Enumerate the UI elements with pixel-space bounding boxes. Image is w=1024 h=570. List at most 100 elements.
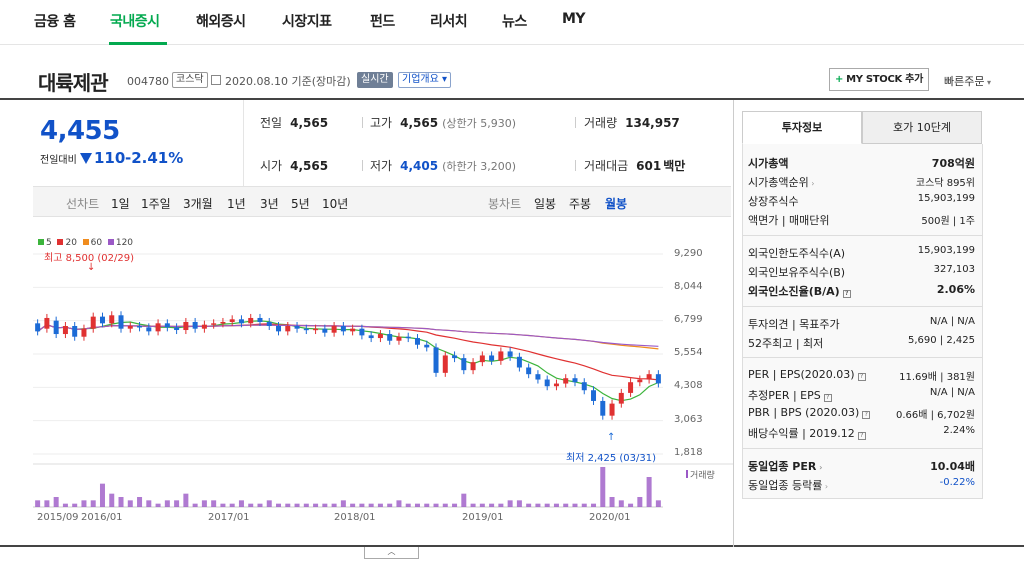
candle xyxy=(257,317,263,322)
stat-open-label: 시가 xyxy=(260,159,283,173)
line-chart-label: 선차트 xyxy=(66,197,100,211)
volume-bar xyxy=(201,500,207,507)
nav-market-indicators[interactable]: 시장지표 xyxy=(282,14,332,30)
volume-bar xyxy=(535,503,541,507)
period-3y[interactable]: 3년 xyxy=(260,197,279,211)
quick-order-button[interactable]: 빠른주문 ▾ xyxy=(944,73,991,89)
stock-code: 004780 xyxy=(127,75,169,88)
realtime-tag[interactable]: 실시간 xyxy=(357,72,393,88)
chevron-right-icon: › xyxy=(822,482,829,491)
stat-open-value: 4,565 xyxy=(290,159,329,173)
chart-expand-toggle[interactable]: ︿ xyxy=(364,547,419,559)
info-icon[interactable]: ? xyxy=(862,411,871,419)
period-5y[interactable]: 5년 xyxy=(291,197,310,211)
candle xyxy=(414,338,420,345)
volume-bar xyxy=(303,503,309,507)
period-1w[interactable]: 1주일 xyxy=(141,197,171,211)
candle xyxy=(266,321,272,327)
chart-legend: 5 20 60 120 xyxy=(38,238,133,248)
row-label: PBR | BPS (2020.03) xyxy=(748,406,860,419)
volume-bar xyxy=(433,503,439,507)
nav-my[interactable]: MY xyxy=(562,11,586,27)
change-amount: 110 xyxy=(94,149,126,167)
row-label: 배당수익률 | 2019.12 xyxy=(748,427,855,440)
candle xyxy=(109,315,115,324)
legend-ma60: 60 xyxy=(82,238,102,248)
period-3m[interactable]: 3개월 xyxy=(183,197,213,211)
row-label: 외국인보유주식수(B) xyxy=(748,266,846,279)
row-value: 5,690 | 2,425 xyxy=(908,335,975,346)
candle xyxy=(544,379,550,387)
period-10y[interactable]: 10년 xyxy=(322,197,349,211)
x-tick: 2015/09 xyxy=(37,512,79,523)
volume-bar xyxy=(44,500,50,507)
candle xyxy=(553,383,559,387)
stat-high: 고가 4,565 (상한가 5,930) xyxy=(370,114,516,131)
stat-high-value: 4,565 xyxy=(400,116,439,130)
chevron-right-icon: › xyxy=(808,179,815,188)
price-chart[interactable]: ↓↑ xyxy=(33,232,733,527)
row-value: N/A | N/A xyxy=(929,316,975,327)
row-value: N/A | N/A xyxy=(929,387,975,398)
company-overview-button[interactable]: 기업개요 ▾ xyxy=(398,72,452,88)
volume-bar xyxy=(211,500,217,507)
candle xyxy=(350,328,356,332)
volume-bar xyxy=(248,503,254,507)
volume-bar xyxy=(174,500,180,507)
row-est-per: 추정PER | EPS? N/A | N/A xyxy=(748,387,978,403)
candle xyxy=(72,326,78,337)
candle xyxy=(359,328,365,336)
right-panel xyxy=(733,100,1024,547)
my-stock-add-button[interactable]: + MY STOCK 추가 xyxy=(829,68,929,91)
volume-bar xyxy=(313,503,319,507)
row-value: 0.66배 | 6,702원 xyxy=(895,410,975,421)
top-nav: 금융 홈 국내증시 해외증시 시장지표 펀드 리서치 뉴스 MY xyxy=(0,0,1024,45)
info-icon[interactable]: ? xyxy=(857,432,866,440)
volume-bar xyxy=(340,500,346,507)
volume-bar xyxy=(591,503,597,507)
candle-monthly[interactable]: 월봉 xyxy=(605,197,628,211)
candle xyxy=(479,355,485,363)
nav-domestic-stocks[interactable]: 국내증시 xyxy=(110,14,160,30)
volume-bar xyxy=(581,503,587,507)
volume-bar xyxy=(127,500,133,507)
row-dividend: 배당수익률 | 2019.12? 2.24% xyxy=(748,425,978,441)
row-label: 액면가 | 매매단위 xyxy=(748,214,830,227)
nav-funds[interactable]: 펀드 xyxy=(370,14,395,30)
info-icon[interactable]: ? xyxy=(823,394,832,402)
plus-icon: + xyxy=(835,74,844,85)
candle-weekly[interactable]: 주봉 xyxy=(569,197,592,211)
x-tick: 2020/01 xyxy=(589,512,631,523)
tab-investment-info[interactable]: 투자정보 xyxy=(742,111,862,144)
period-1y[interactable]: 1년 xyxy=(227,197,246,211)
nav-active-underline xyxy=(109,42,167,45)
volume-bar xyxy=(489,503,495,507)
candle xyxy=(600,400,606,416)
stat-low-label: 저가 xyxy=(370,159,393,173)
info-icon[interactable]: ? xyxy=(857,373,866,381)
tab-order-book[interactable]: 호가 10단계 xyxy=(862,111,982,144)
high-arrow-icon: ↓ xyxy=(87,262,95,273)
nav-research[interactable]: 리서치 xyxy=(430,14,468,30)
volume-bar xyxy=(479,503,485,507)
nav-overseas-stocks[interactable]: 해외증시 xyxy=(196,14,246,30)
row-value: 708억원 xyxy=(931,157,975,170)
row-foreign-ratio: 외국인소진율(B/A)? 2.06% xyxy=(748,283,978,299)
volume-bar xyxy=(266,500,272,507)
low-annotation: 최저 2,425 (03/31) xyxy=(566,453,657,464)
volume-bar xyxy=(294,503,300,507)
period-1d[interactable]: 1일 xyxy=(111,197,130,211)
candle xyxy=(442,355,448,373)
nav-news[interactable]: 뉴스 xyxy=(502,14,527,30)
x-tick: 2017/01 xyxy=(208,512,250,523)
info-icon[interactable]: ? xyxy=(842,290,851,298)
candle xyxy=(285,326,291,332)
row-foreign-holding: 외국인보유주식수(B) 327,103 xyxy=(748,264,978,280)
row-label: 동일업종 PER xyxy=(748,460,817,473)
volume-bar xyxy=(600,467,606,507)
candle xyxy=(637,379,643,383)
candle-daily[interactable]: 일봉 xyxy=(534,197,557,211)
stat-amount-unit: 백만 xyxy=(663,159,686,173)
nav-finance-home[interactable]: 금융 홈 xyxy=(34,14,76,30)
candle xyxy=(526,367,532,375)
